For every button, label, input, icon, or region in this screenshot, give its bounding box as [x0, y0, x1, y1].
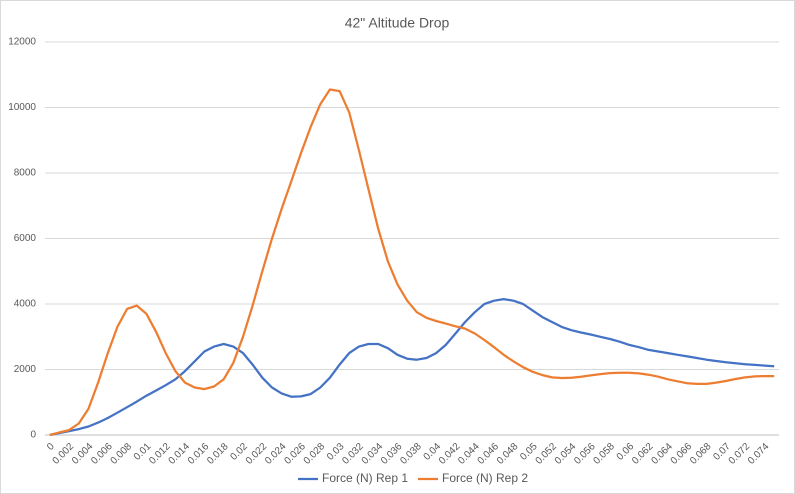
y-tick-label: 4000: [14, 299, 37, 310]
series-line: [49, 88, 775, 437]
y-tick-label: 12000: [8, 37, 36, 48]
chart-title: 42" Altitude Drop: [345, 15, 450, 31]
series-line: [49, 297, 775, 437]
y-tick-label: 6000: [14, 233, 37, 244]
y-tick-label: 10000: [8, 102, 36, 113]
legend-label: Force (N) Rep 2: [442, 471, 528, 485]
y-tick-label: 0: [30, 430, 36, 441]
y-tick-label: 8000: [14, 168, 37, 179]
legend-label: Force (N) Rep 1: [322, 471, 408, 485]
y-tick-label: 2000: [14, 364, 37, 375]
